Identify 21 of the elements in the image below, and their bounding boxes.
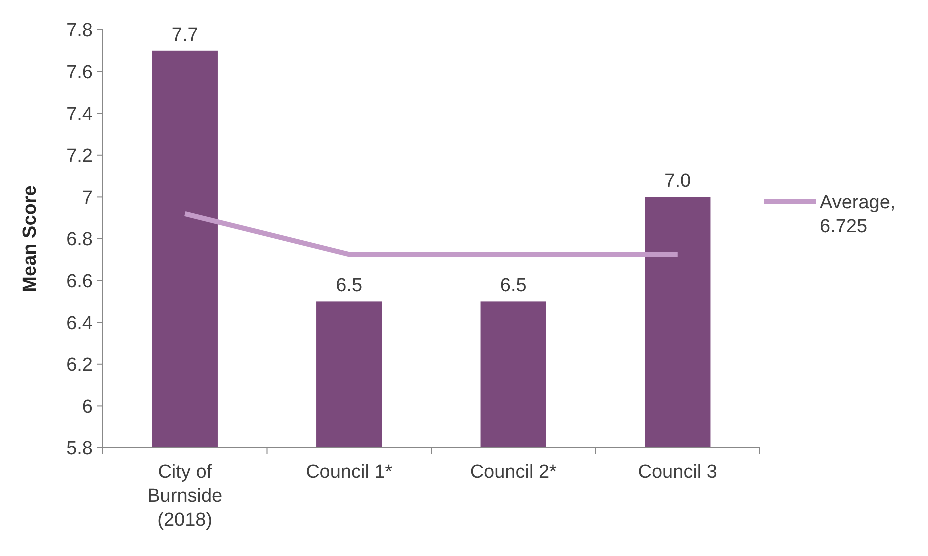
y-tick-label: 5.8 [66, 438, 93, 460]
y-tick-label: 6.8 [66, 230, 93, 251]
y-tick-label: 6 [82, 396, 93, 418]
y-tick-label: 6.2 [66, 355, 93, 376]
x-tick-label: Council 3 [638, 462, 718, 483]
data-label: 7.7 [172, 24, 198, 46]
data-label: 6.5 [500, 276, 527, 297]
y-tick-label: 7.6 [66, 62, 93, 84]
y-tick-label: 6.6 [66, 271, 93, 292]
y-tick-label: 7.4 [66, 104, 94, 126]
x-tick-label: City of Burnside (2018) [148, 462, 223, 531]
x-tick-label: Council 1* [306, 462, 394, 483]
y-tick-label: 6.4 [66, 313, 94, 334]
y-axis-title: Mean Score [20, 186, 41, 292]
y-tick-label: 7.8 [66, 20, 93, 42]
data-label: 7.0 [664, 171, 692, 192]
y-tick-label: 7 [82, 188, 93, 209]
legend-label: Average, 6.725 [820, 192, 896, 238]
data-label: 6.5 [336, 276, 363, 297]
x-tick-label: Council 2* [470, 462, 558, 483]
y-tick-label: 7.2 [66, 146, 93, 168]
